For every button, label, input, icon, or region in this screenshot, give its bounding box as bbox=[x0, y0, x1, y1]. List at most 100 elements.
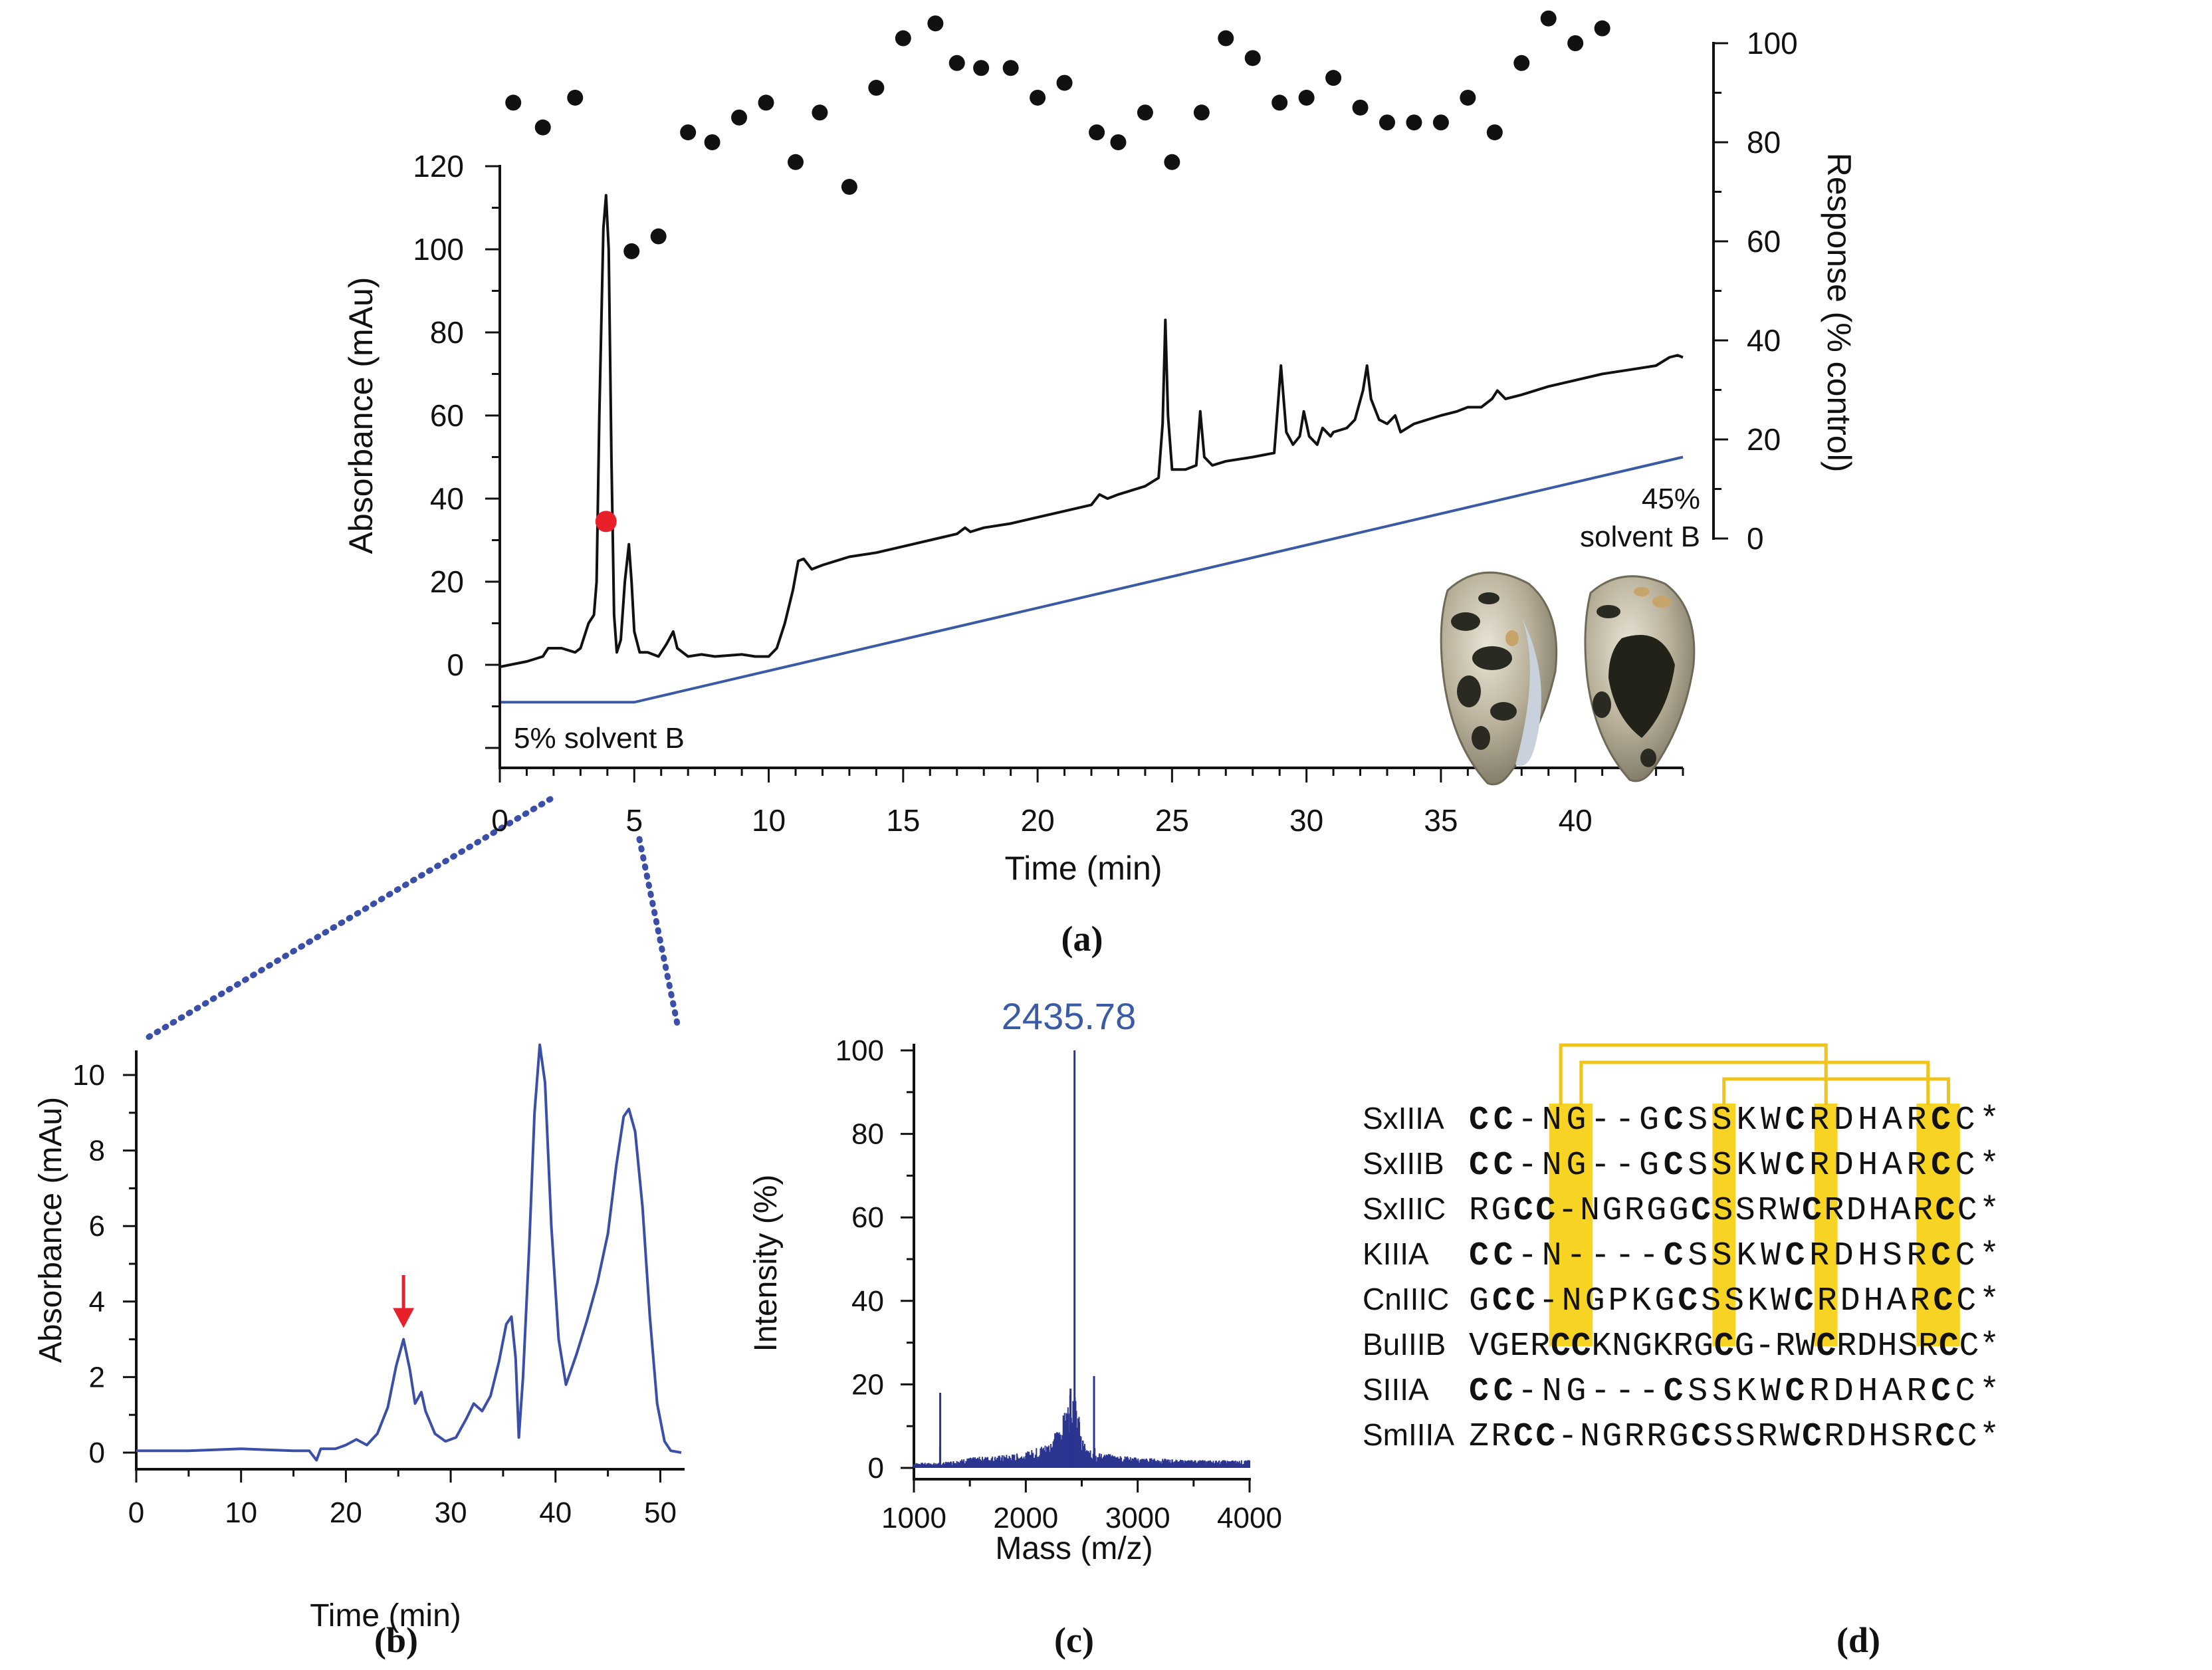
alignment-peptide-name: SmIIIA bbox=[1363, 1417, 1454, 1452]
shell-image-left bbox=[1440, 571, 1558, 786]
panel-a-y-tick-label: 60 bbox=[430, 398, 464, 433]
panel-c: 1000 2000 3000 4000 0 20 40 60 80 100 2435.78 Mas… bbox=[748, 995, 1282, 1660]
response-data-point bbox=[680, 124, 697, 141]
panel-c-x-tick-label: 4000 bbox=[1217, 1502, 1282, 1534]
response-data-point bbox=[1486, 124, 1503, 141]
panel-b-y-tick-label: 8 bbox=[89, 1135, 105, 1167]
response-data-point bbox=[505, 94, 522, 111]
panel-a-x-tick-label: 0 bbox=[491, 803, 508, 838]
disulfide-bond-connector bbox=[1559, 1043, 1828, 1105]
alignment-peptide-name: SxIIIC bbox=[1363, 1191, 1446, 1226]
response-data-point bbox=[1567, 35, 1584, 51]
response-data-point bbox=[1325, 70, 1342, 86]
response-data-point bbox=[1540, 10, 1557, 27]
panel-a-x-tick-label: 25 bbox=[1155, 803, 1189, 838]
zoom-line-right bbox=[636, 836, 681, 1030]
cysteine-column-highlight bbox=[1712, 1104, 1736, 1346]
selected-fraction-marker bbox=[595, 511, 617, 533]
mass-spectrum-noise bbox=[913, 1395, 1250, 1468]
response-data-point bbox=[1137, 104, 1153, 121]
panel-b-x-tick-label: 0 bbox=[128, 1496, 144, 1529]
panel-b-x-tick-label: 50 bbox=[644, 1496, 677, 1529]
panel-b-label: (b) bbox=[374, 1620, 418, 1660]
response-data-point bbox=[1298, 89, 1315, 106]
panel-a-y2-tick-label: 0 bbox=[1747, 521, 1764, 556]
panel-c-x-tick-label: 1000 bbox=[881, 1502, 946, 1534]
cysteine-column-highlight bbox=[1549, 1104, 1573, 1346]
response-data-point bbox=[1164, 154, 1180, 170]
mass-peak-label: 2435.78 bbox=[1002, 995, 1136, 1037]
panel-b-y-tick-label: 0 bbox=[89, 1437, 105, 1469]
response-data-point bbox=[1002, 60, 1019, 76]
cysteine-column-highlight bbox=[1569, 1104, 1593, 1346]
alignment-sequence: VGERCCKNGKRGCG-RWCRDHSRCC* bbox=[1469, 1328, 1999, 1366]
cone-shell-images bbox=[1440, 571, 1696, 786]
disulfide-bond-connector bbox=[1579, 1060, 1930, 1105]
panel-b-x-tick-label: 20 bbox=[330, 1496, 362, 1529]
response-data-point bbox=[895, 30, 911, 47]
cysteine-column-highlight bbox=[1937, 1104, 1960, 1346]
peak-arrow-head bbox=[393, 1308, 415, 1328]
panel-d-sequence-alignment: SxIIIA CC -NG--G C SSKW C RDHAR C C*SxIIIB CC -N… bbox=[1363, 1043, 1999, 1660]
panel-a-y-tick-label: 40 bbox=[430, 481, 464, 516]
response-data-point bbox=[1406, 114, 1422, 131]
gradient-line bbox=[500, 455, 1684, 704]
panel-c-y-tick-label: 100 bbox=[835, 1034, 884, 1067]
response-data-point bbox=[1056, 74, 1073, 91]
panel-b-y-tick-label: 2 bbox=[89, 1361, 105, 1393]
panel-a-y-tick-label: 0 bbox=[447, 648, 464, 682]
alignment-peptide-name: SxIIIB bbox=[1363, 1146, 1444, 1181]
gradient-end-label-1: 45% bbox=[1642, 483, 1700, 515]
panel-a-y2-tick-label: 20 bbox=[1747, 422, 1781, 457]
alignment-peptide-name: KIIIA bbox=[1363, 1237, 1429, 1271]
alignment-peptide-name: CnIIIC bbox=[1363, 1282, 1449, 1316]
alignment-peptide-name: SxIIIA bbox=[1363, 1101, 1444, 1135]
panel-c-y-tick-label: 40 bbox=[851, 1285, 884, 1318]
response-data-point bbox=[812, 104, 828, 121]
panel-a-y-tick-label: 100 bbox=[413, 232, 464, 267]
alignment-sequence: GCC-NGPKGCSSKWCRDHARCC* bbox=[1469, 1282, 1999, 1320]
disulfide-bond-connector bbox=[1722, 1077, 1950, 1105]
response-data-point bbox=[1110, 134, 1127, 150]
panel-a-y2-tick-label: 60 bbox=[1747, 224, 1781, 259]
panel-a-y2-tick-label: 80 bbox=[1747, 125, 1781, 160]
response-data-point bbox=[1379, 114, 1395, 131]
response-data-point bbox=[1244, 50, 1261, 66]
response-data-point bbox=[1030, 89, 1046, 106]
panel-b-y-tick-label: 4 bbox=[89, 1286, 105, 1318]
panel-a-x-tick-label: 30 bbox=[1289, 803, 1323, 838]
cysteine-column-highlight bbox=[1916, 1104, 1940, 1346]
alignment-sequence: ZRCC-NGRRGCSSRWCRDHSRCC* bbox=[1469, 1418, 1999, 1456]
alignment-sequence: CC -NG--- C SSKW C RDHAR C C* bbox=[1469, 1373, 1999, 1411]
panel-a: 0 5 10 15 20 25 30 35 40 0 20 40 60 80 100 120 0 20 40 60 80… bbox=[140, 10, 1858, 1044]
response-data-point bbox=[1513, 55, 1530, 71]
panel-a-x-tick-label: 35 bbox=[1424, 803, 1458, 838]
panel-a-x-axis-label: Time (min) bbox=[1004, 850, 1162, 887]
panel-c-y-tick-label: 60 bbox=[851, 1201, 884, 1234]
response-data-point bbox=[1218, 30, 1234, 47]
panel-a-x-tick-label: 40 bbox=[1559, 803, 1593, 838]
panel-a-x-tick-label: 15 bbox=[886, 803, 920, 838]
alignment-peptide-name: BuIIIB bbox=[1363, 1327, 1446, 1362]
panel-c-y-tick-label: 80 bbox=[851, 1118, 884, 1151]
response-data-point bbox=[1594, 20, 1610, 37]
panel-b-x-axis-label: Time (min) bbox=[310, 1598, 461, 1633]
response-data-point bbox=[948, 55, 965, 71]
panel-c-y-tick-label: 0 bbox=[868, 1452, 884, 1485]
panel-a-x-tick-label: 20 bbox=[1021, 803, 1055, 838]
panel-b-x-tick-label: 40 bbox=[539, 1496, 572, 1529]
panel-a-y2-tick-label: 40 bbox=[1747, 323, 1781, 358]
response-data-point bbox=[1089, 124, 1105, 141]
panel-a-y2-tick-label: 100 bbox=[1747, 26, 1798, 60]
panel-d-label: (d) bbox=[1836, 1620, 1880, 1660]
response-data-point bbox=[704, 134, 720, 150]
panel-c-y-tick-label: 20 bbox=[851, 1368, 884, 1401]
zoom-connector-lines bbox=[140, 796, 681, 1044]
response-data-point bbox=[731, 109, 748, 126]
panel-a-label: (a) bbox=[1061, 919, 1103, 959]
shell-image-right bbox=[1584, 575, 1696, 782]
cysteine-column-highlight bbox=[1814, 1104, 1838, 1346]
panel-c-x-tick-label: 3000 bbox=[1105, 1502, 1170, 1534]
alignment-peptide-name: SIIIA bbox=[1363, 1372, 1429, 1407]
